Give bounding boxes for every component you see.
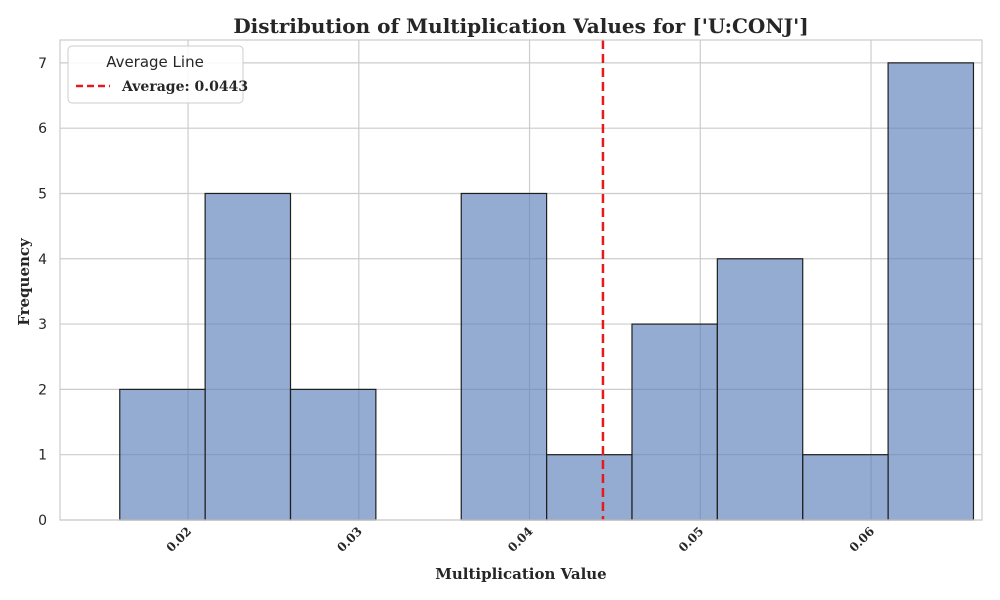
- x-tick-label-4: 0.06: [847, 524, 878, 555]
- legend-title: Average Line: [106, 53, 204, 71]
- histogram-bar-4: [460, 192, 548, 521]
- y-tick-label-0: 0: [38, 513, 47, 529]
- histogram-bar-6: [631, 323, 718, 521]
- histogram-bar-2: [289, 388, 377, 521]
- x-tick-label-3: 0.05: [676, 524, 707, 555]
- legend: Average Line Average: 0.0443: [67, 45, 248, 104]
- histogram-bar-0: [119, 388, 206, 521]
- histogram-bar-8: [802, 454, 889, 521]
- histogram-bar-5: [546, 454, 633, 521]
- x-tick-label-0: 0.02: [164, 524, 195, 555]
- x-axis-ticks: 0.02 0.03 0.04 0.05 0.06: [164, 524, 878, 555]
- legend-box: [67, 45, 244, 104]
- x-tick-label-1: 0.03: [334, 524, 365, 555]
- histogram-bar-9: [887, 62, 975, 521]
- y-axis-ticks: 0 1 2 3 4 5 6 7: [38, 56, 47, 529]
- y-tick-label-7: 7: [38, 56, 47, 72]
- y-tick-label-4: 4: [38, 252, 47, 268]
- y-tick-label-1: 1: [38, 448, 47, 464]
- y-tick-label-3: 3: [38, 317, 47, 333]
- histogram-bars: [119, 62, 975, 521]
- histogram-bar-7: [716, 258, 804, 521]
- x-axis-label: Multiplication Value: [435, 565, 606, 583]
- chart-title: Distribution of Multiplication Values fo…: [233, 14, 808, 38]
- legend-average-entry: Average: 0.0443: [121, 79, 248, 95]
- y-axis-label: Frequency: [15, 237, 33, 326]
- y-tick-label-6: 6: [38, 121, 47, 137]
- y-tick-label-2: 2: [38, 382, 47, 398]
- x-tick-label-2: 0.04: [505, 524, 536, 555]
- plot-frame: [59, 39, 983, 521]
- histogram-bar-1: [204, 192, 292, 521]
- y-tick-label-5: 5: [38, 186, 47, 202]
